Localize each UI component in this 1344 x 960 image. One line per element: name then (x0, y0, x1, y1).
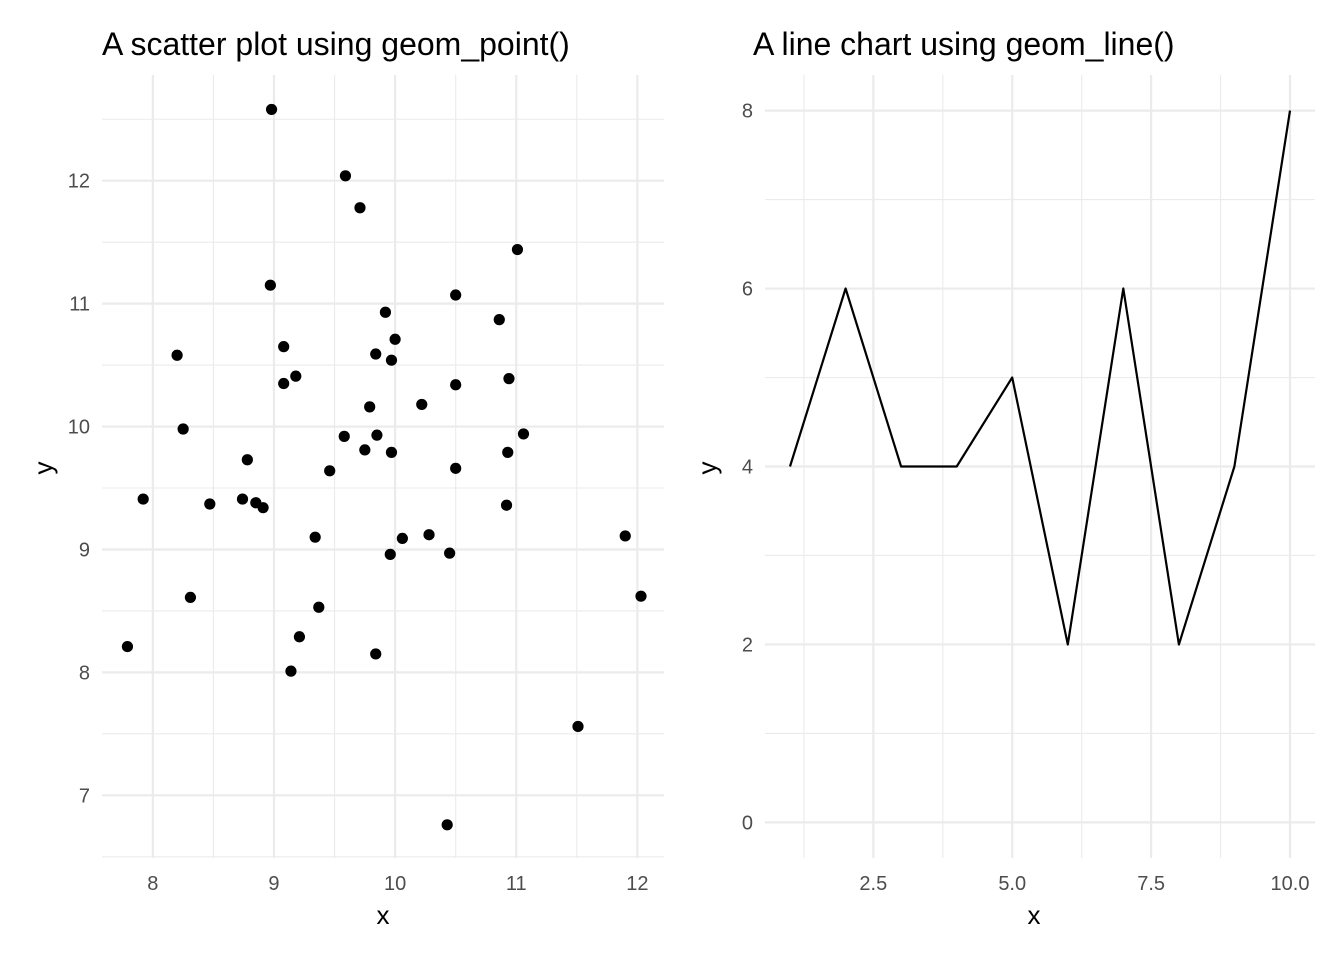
scatter-point (264, 279, 276, 291)
scatter-point (384, 548, 396, 560)
scatter-point (416, 398, 428, 411)
x-tick-label: 9 (268, 873, 279, 895)
scatter-point (389, 333, 401, 345)
scatter-point (285, 665, 297, 677)
scatter-point (265, 103, 278, 116)
x-tick-label: 5.0 (998, 873, 1026, 895)
x-tick-label: 7.5 (1137, 873, 1165, 895)
y-tick-label: 8 (742, 101, 753, 123)
scatter-point (370, 648, 382, 660)
scatter-point (290, 370, 302, 382)
scatter-point (293, 631, 306, 643)
line-series-path (788, 110, 1292, 646)
scatter-point (309, 531, 321, 543)
line-y-axis-ticks: 0 2 4 6 8 (742, 101, 753, 835)
y-tick-label: 7 (79, 785, 90, 807)
x-tick-label: 11 (506, 873, 527, 895)
scatter-point (121, 640, 134, 653)
scatter-point (500, 499, 513, 511)
scatter-point (635, 590, 647, 602)
line-y-axis-title: y (692, 462, 722, 475)
scatter-point (370, 348, 382, 360)
scatter-point (278, 377, 290, 390)
scatter-point (385, 354, 398, 366)
x-tick-label: 8 (147, 873, 158, 895)
x-tick-label: 12 (626, 873, 648, 895)
scatter-plot-panel: A scatter plot using geom_point() 8 9 10 11… (28, 26, 664, 930)
scatter-point (517, 428, 530, 440)
scatter-point (324, 465, 336, 477)
scatter-x-axis-title: x (377, 900, 390, 930)
line-chart-title: A line chart using geom_line() (753, 26, 1175, 62)
scatter-point (572, 720, 584, 733)
scatter-point (184, 591, 197, 604)
scatter-point (444, 547, 456, 559)
scatter-plot-title: A scatter plot using geom_point() (102, 26, 570, 62)
scatter-point (450, 289, 462, 301)
y-tick-label: 2 (742, 634, 753, 656)
scatter-point (359, 444, 371, 456)
scatter-point (385, 446, 398, 458)
scatter-points (121, 103, 647, 831)
scatter-point (241, 454, 253, 466)
scatter-y-axis-ticks: 7 8 9 10 11 12 (68, 171, 90, 808)
scatter-x-axis-ticks: 8 9 10 11 12 (147, 873, 648, 895)
scatter-point (204, 498, 216, 510)
line-chart-panel: A line chart using geom_line() 2.5 5.0 7.5… (692, 26, 1315, 930)
line-x-axis-title: x (1028, 900, 1041, 930)
scatter-y-axis-title: y (28, 462, 58, 475)
scatter-point (450, 462, 462, 474)
scatter-point (313, 601, 325, 613)
y-tick-label: 12 (68, 171, 90, 193)
scatter-point (450, 379, 462, 391)
y-tick-label: 9 (79, 539, 90, 561)
line-series (788, 110, 1292, 646)
scatter-point (177, 423, 189, 435)
x-tick-label: 10.0 (1271, 873, 1310, 895)
y-tick-label: 6 (742, 279, 753, 301)
line-x-axis-ticks: 2.5 5.0 7.5 10.0 (859, 873, 1309, 895)
scatter-point (278, 341, 290, 353)
scatter-point (339, 170, 352, 182)
scatter-point (441, 819, 453, 831)
scatter-point (511, 243, 524, 256)
scatter-point (137, 493, 149, 505)
scatter-grid (102, 75, 664, 858)
scatter-point (502, 446, 514, 458)
y-tick-label: 0 (742, 812, 753, 834)
scatter-point (619, 530, 631, 542)
x-tick-label: 10 (384, 873, 406, 895)
scatter-point (493, 314, 505, 326)
x-tick-label: 2.5 (859, 873, 887, 895)
y-tick-label: 11 (69, 294, 90, 316)
scatter-point (371, 429, 383, 441)
line-grid (765, 75, 1315, 858)
scatter-point (236, 493, 249, 505)
scatter-point (364, 401, 376, 413)
y-tick-label: 10 (68, 417, 90, 439)
scatter-point (257, 502, 269, 514)
scatter-point (503, 373, 515, 385)
y-tick-label: 4 (742, 457, 753, 479)
scatter-point (338, 430, 350, 442)
y-tick-label: 8 (79, 662, 90, 684)
scatter-point (171, 349, 183, 361)
scatter-point (396, 532, 408, 545)
scatter-point (379, 306, 392, 318)
scatter-point (423, 529, 435, 541)
scatter-point (354, 202, 366, 214)
